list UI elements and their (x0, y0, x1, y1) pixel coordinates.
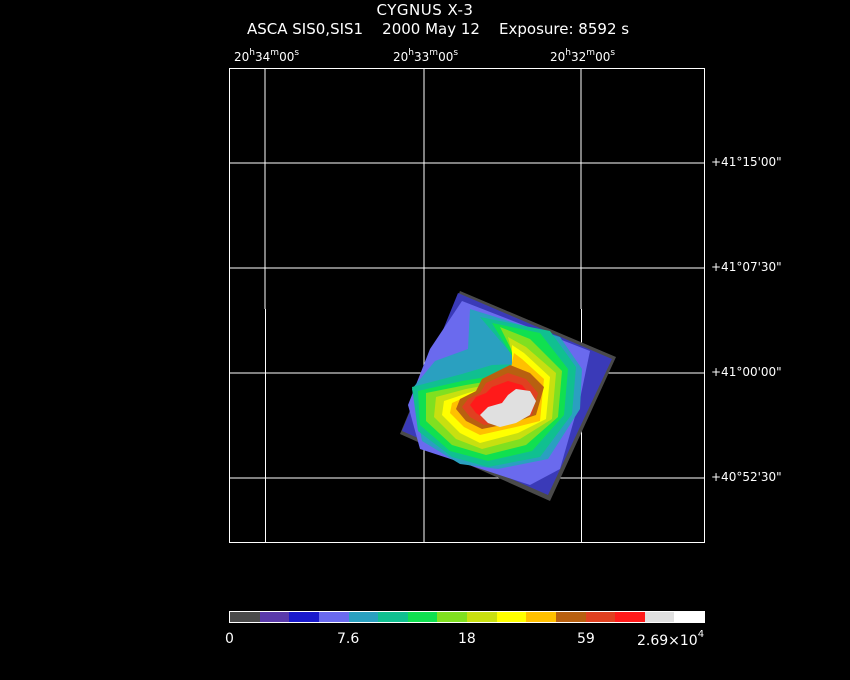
dec-tick-label: +40°52'30" (711, 470, 782, 484)
dec-tick-label: +41°00'00" (711, 365, 782, 379)
colorbar-swatch (674, 612, 704, 622)
colorbar-swatch (585, 612, 616, 622)
colorbar-label: 18 (458, 631, 476, 647)
instrument-label: ASCA SIS0,SIS1 (247, 20, 364, 38)
colorbar-swatch (526, 612, 556, 622)
colorbar-swatch (289, 612, 319, 622)
colorbar-swatch (555, 612, 586, 622)
ra-tick-label: 20h33m00s (393, 48, 459, 64)
colorbar-swatch (467, 612, 497, 622)
colorbar-swatch (496, 612, 527, 622)
colorbar-swatch (615, 612, 645, 622)
colorbar-swatch (348, 612, 379, 622)
ra-tick-label: 20h34m00s (234, 48, 300, 64)
detector-field (400, 291, 616, 501)
colorbar-swatch (407, 612, 438, 622)
colorbar-swatch (318, 612, 349, 622)
colorbar-swatch (230, 612, 260, 622)
exposure-label: Exposure: 8592 s (499, 20, 630, 38)
dec-tick-label: +41°15'00" (711, 155, 782, 169)
colorbar-label-min: 0 (225, 631, 234, 647)
observation-info: ASCA SIS0,SIS1 2000 May 12 Exposure: 859… (247, 20, 629, 38)
date-label: 2000 May 12 (382, 20, 480, 38)
xray-image (230, 69, 704, 542)
colorbar-swatch (644, 612, 675, 622)
ra-tick-label: 20h32m00s (550, 48, 616, 64)
colorbar-label: 7.6 (337, 631, 360, 647)
colorbar-swatch (437, 612, 467, 622)
colorbar-swatch (378, 612, 408, 622)
dec-tick-label: +41°07'30" (711, 260, 782, 274)
colorbar-swatch (259, 612, 290, 622)
colorbar-label-max: 2.69×104 (637, 629, 705, 649)
colorbar-label: 59 (577, 631, 595, 647)
color-scale-bar (229, 611, 705, 623)
image-plot (229, 68, 705, 543)
image-title: CYGNUS X-3 (376, 1, 474, 19)
